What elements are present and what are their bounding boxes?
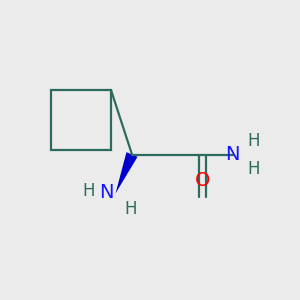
Text: N: N <box>225 145 240 164</box>
Text: H: H <box>124 200 137 217</box>
Text: H: H <box>247 160 260 178</box>
Text: O: O <box>195 172 210 190</box>
Text: N: N <box>99 182 114 202</box>
Polygon shape <box>116 152 137 194</box>
Text: H: H <box>82 182 95 200</box>
Text: H: H <box>247 132 260 150</box>
